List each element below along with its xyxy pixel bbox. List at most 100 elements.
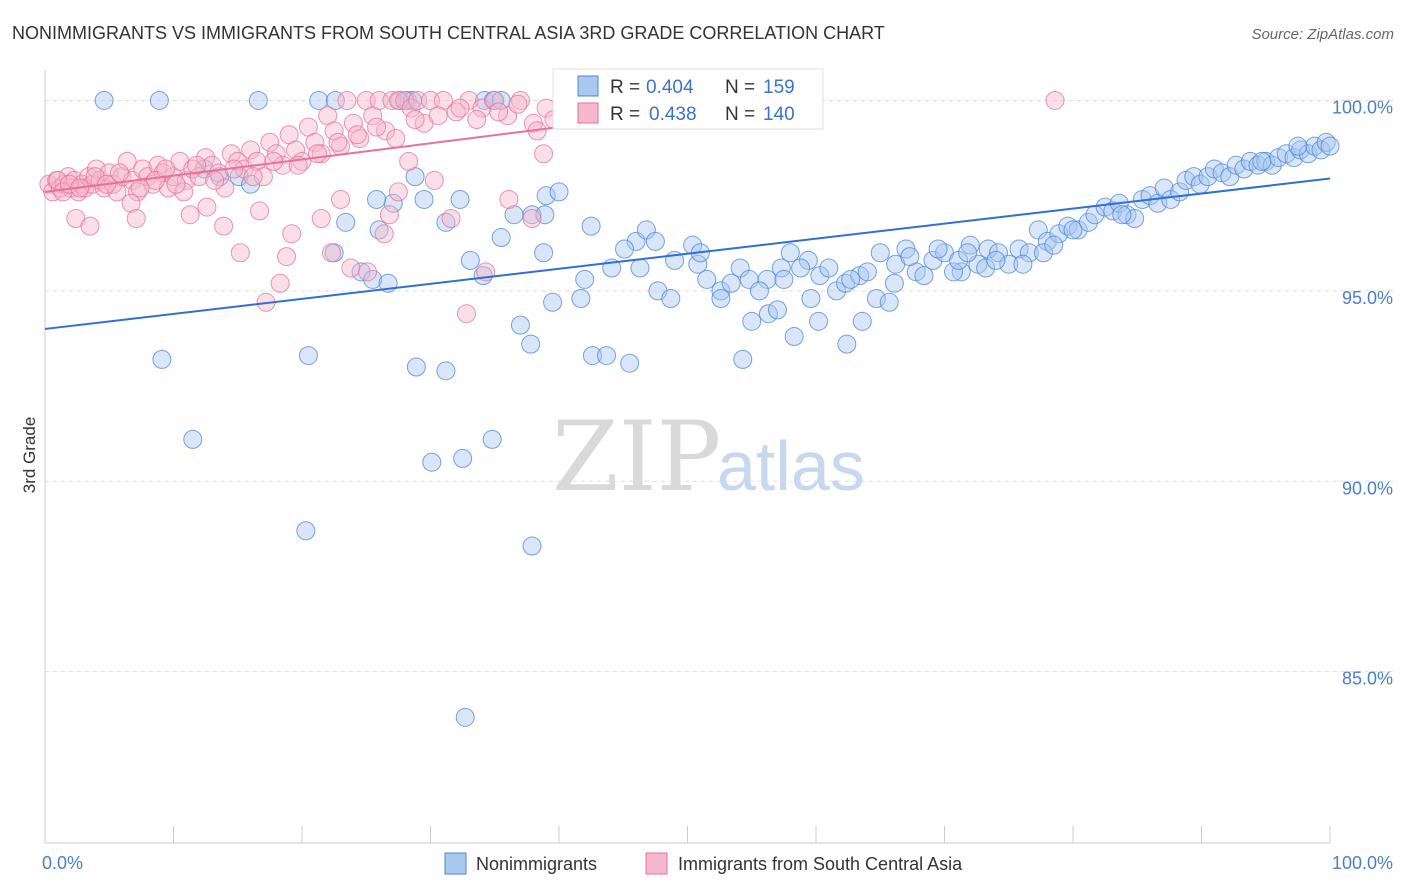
data-point-nonimmigrants-53 [857,262,877,282]
data-point-nonimmigrants-116 [436,361,456,381]
data-point-immigrants-108 [322,243,342,263]
data-point-nonimmigrants-119 [597,346,617,366]
data-point-nonimmigrants-160 [774,269,794,289]
data-point-nonimmigrants-37 [575,269,595,289]
data-point-immigrants-136 [489,102,509,122]
data-point-immigrants-70 [433,90,453,110]
data-point-nonimmigrants-4 [325,90,345,110]
data-point-nonimmigrants-48 [798,250,818,270]
data-point-nonimmigrants-164 [900,247,920,267]
data-point-immigrants-51 [305,132,325,152]
data-point-immigrants-89 [250,201,270,221]
data-point-nonimmigrants-114 [152,349,172,369]
stats-swatch-blue [577,75,599,97]
data-point-immigrants-86 [197,197,217,217]
data-point-nonimmigrants-42 [711,281,731,301]
data-point-nonimmigrants-147 [914,266,934,286]
data-point-nonimmigrants-12 [414,189,434,209]
data-point-immigrants-66 [401,98,421,118]
stats-r-label-blue: R = [610,77,640,98]
data-point-immigrants-16 [99,163,119,183]
data-point-immigrants-37 [215,178,235,198]
data-point-nonimmigrants-19 [549,182,569,202]
data-point-nonimmigrants-17 [535,205,555,225]
data-point-nonimmigrants-142 [837,334,857,354]
data-point-nonimmigrants-34 [460,250,480,270]
data-point-nonimmigrants-89 [1198,167,1218,187]
data-point-immigrants-74 [485,90,505,110]
data-point-nonimmigrants-36 [534,243,554,263]
data-point-immigrants-82 [121,193,141,213]
stats-n-value-pink: 140 [763,104,795,125]
data-point-nonimmigrants-166 [958,243,978,263]
data-point-immigrants-88 [230,243,250,263]
trendline-immigrants [44,126,560,193]
data-point-nonimmigrants-0 [94,90,114,110]
data-point-immigrants-20 [117,151,137,171]
data-point-nonimmigrants-58 [923,250,943,270]
data-point-immigrants-127 [307,144,327,164]
legend-swatch-immigrants [645,852,668,875]
data-point-nonimmigrants-125 [522,536,542,556]
data-point-immigrants-100 [399,151,419,171]
data-point-immigrants-131 [386,129,406,149]
data-point-immigrants-41 [241,140,261,160]
data-point-nonimmigrants-159 [749,281,769,301]
data-points [39,90,1340,727]
data-point-nonimmigrants-45 [757,269,777,289]
data-point-immigrants-116 [110,163,130,183]
data-point-nonimmigrants-41 [697,269,717,289]
data-point-nonimmigrants-139 [767,300,787,320]
data-point-immigrants-129 [347,125,367,145]
data-point-nonimmigrants-136 [711,288,731,308]
stats-swatch-pink [577,102,599,124]
data-point-nonimmigrants-20 [367,189,387,209]
data-point-nonimmigrants-22 [369,220,389,240]
stats-n-label-blue: N = [725,77,755,98]
legend-swatch-nonimmigrants [444,852,467,875]
data-point-nonimmigrants-60 [951,262,971,282]
data-point-nonimmigrants-158 [721,273,741,293]
data-point-nonimmigrants-126 [453,448,473,468]
data-point-immigrants-137 [508,94,528,114]
legend: Nonimmigrants Immigrants from South Cent… [444,852,963,875]
stats-r-label-pink: R = [610,104,640,125]
data-point-nonimmigrants-117 [510,315,530,335]
data-point-nonimmigrants-165 [928,239,948,259]
data-point-immigrants-97 [358,262,378,282]
data-point-nonimmigrants-118 [582,346,602,366]
data-point-nonimmigrants-141 [809,311,829,331]
data-point-immigrants-103 [456,304,476,324]
data-point-immigrants-56 [337,90,357,110]
data-point-nonimmigrants-128 [482,429,502,449]
axes: 100.0% 95.0% 90.0% 85.0% 0.0% 100.0% [42,70,1393,873]
data-point-nonimmigrants-127 [422,452,442,472]
data-point-nonimmigrants-1 [149,90,169,110]
y-tick-label-90: 90.0% [1342,478,1393,498]
data-point-nonimmigrants-61 [960,235,980,255]
data-point-nonimmigrants-109 [1288,136,1308,156]
data-point-immigrants-99 [388,182,408,202]
data-point-nonimmigrants-24 [491,228,511,248]
data-point-nonimmigrants-72 [1068,220,1088,240]
x-tick-label-min: 0.0% [42,853,83,873]
data-point-nonimmigrants-71 [1058,216,1078,236]
data-point-nonimmigrants-151 [986,250,1006,270]
data-point-nonimmigrants-137 [742,311,762,331]
data-point-immigrants-13 [86,159,106,179]
data-point-nonimmigrants-121 [733,349,753,369]
data-point-immigrants-85 [180,205,200,225]
data-point-nonimmigrants-31 [351,262,371,282]
data-point-nonimmigrants-103 [1298,144,1318,164]
data-point-nonimmigrants-29 [683,235,703,255]
stats-n-value-blue: 159 [763,77,795,98]
data-point-nonimmigrants-133 [571,288,591,308]
data-point-immigrants-122 [205,170,225,190]
data-point-immigrants-105 [499,189,519,209]
data-point-nonimmigrants-161 [791,258,811,278]
legend-label-immigrants: Immigrants from South Central Asia [678,854,963,874]
data-point-nonimmigrants-40 [688,254,708,274]
data-point-immigrants-132 [405,110,425,130]
y-tick-label-85: 85.0% [1342,669,1393,689]
